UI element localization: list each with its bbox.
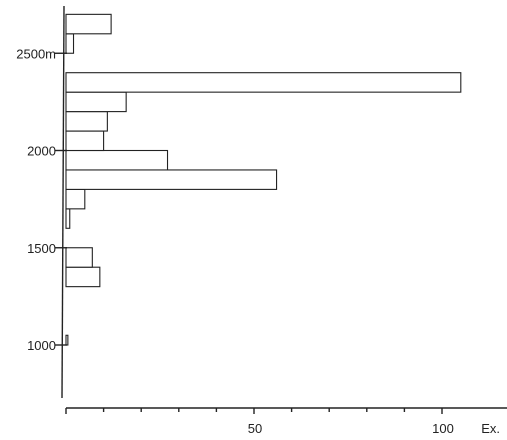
y-tick-label-2000: 2000 xyxy=(27,144,56,159)
bar-1900-2000 xyxy=(65,149,169,171)
bar-1700-1800 xyxy=(65,188,86,210)
bar-2500-2600 xyxy=(65,33,75,54)
bar-1300-1400 xyxy=(65,266,101,288)
y-axis xyxy=(61,5,65,399)
x-axis-label: Ex. xyxy=(481,421,500,436)
bar-1800-1900 xyxy=(65,169,278,190)
bar-1400-1500 xyxy=(65,247,93,268)
y-tick-label-1000: 1000 xyxy=(27,338,56,353)
bars-group xyxy=(65,13,462,346)
y-ticks-group: 1000 1500 2000 2500m xyxy=(16,46,67,353)
bar-1600-1700 xyxy=(65,208,71,229)
y-tick-label-2500: 2500m xyxy=(16,46,56,61)
bar-1000-1050 xyxy=(65,334,69,346)
x-tick-label-50: 50 xyxy=(248,421,262,436)
bar-2100-2200 xyxy=(65,111,108,132)
y-tick-label-1500: 1500 xyxy=(27,241,56,256)
x-ticks-group: 50 100 xyxy=(65,408,454,436)
x-tick-label-100: 100 xyxy=(432,421,454,436)
bar-2300-2400 xyxy=(65,72,462,93)
bar-2600-2700 xyxy=(65,13,112,35)
bar-2000-2100 xyxy=(65,130,105,152)
bar-2200-2300 xyxy=(65,91,127,113)
